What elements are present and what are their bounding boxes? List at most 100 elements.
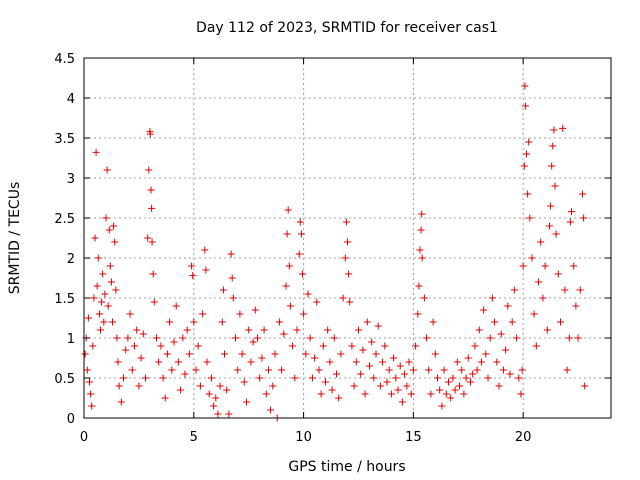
- data-point: [549, 142, 557, 150]
- data-point: [88, 402, 96, 410]
- data-point: [405, 358, 413, 366]
- data-point: [262, 390, 270, 398]
- data-point: [352, 358, 360, 366]
- data-point: [271, 350, 279, 358]
- data-point: [106, 262, 114, 270]
- data-point: [86, 378, 93, 386]
- data-point: [456, 382, 463, 390]
- data-point: [374, 322, 382, 330]
- data-point: [128, 366, 136, 374]
- data-point: [105, 226, 113, 234]
- data-point: [99, 270, 107, 278]
- y-tick-label: 4: [67, 92, 75, 107]
- data-point: [139, 330, 147, 338]
- data-point: [89, 342, 97, 350]
- data-point: [344, 238, 351, 246]
- data-point: [308, 374, 316, 382]
- y-axis-label: SRMTID / TECUs: [7, 182, 23, 295]
- data-point: [120, 374, 127, 382]
- data-point: [300, 310, 308, 318]
- data-point: [460, 390, 468, 398]
- data-point: [319, 342, 327, 350]
- data-point: [521, 102, 529, 110]
- data-point: [285, 262, 293, 270]
- data-point: [306, 334, 314, 342]
- data-point: [131, 342, 138, 350]
- data-point: [525, 138, 533, 146]
- data-point: [520, 162, 528, 170]
- data-point: [311, 354, 319, 362]
- data-points: [81, 82, 589, 422]
- data-point: [515, 374, 523, 382]
- data-point: [363, 318, 371, 326]
- data-point: [304, 290, 312, 298]
- data-point: [328, 386, 336, 394]
- data-point: [330, 334, 338, 342]
- data-point: [214, 410, 222, 418]
- data-point: [580, 214, 588, 222]
- data-point: [528, 254, 536, 262]
- data-point: [345, 270, 353, 278]
- data-point: [103, 166, 111, 174]
- data-point: [192, 366, 200, 374]
- data-point: [135, 382, 143, 390]
- data-point: [333, 370, 340, 378]
- x-tick-label: 15: [405, 430, 422, 445]
- data-point: [177, 386, 185, 394]
- data-point: [228, 274, 236, 282]
- data-point: [227, 250, 235, 258]
- data-point: [81, 350, 89, 358]
- data-point: [112, 286, 120, 294]
- y-tick-label: 0: [67, 412, 75, 427]
- data-point: [445, 378, 452, 386]
- data-point: [473, 366, 481, 374]
- data-point: [436, 386, 444, 394]
- data-point: [570, 262, 578, 270]
- data-point: [146, 130, 154, 138]
- x-tick-label: 0: [80, 430, 88, 445]
- data-point: [488, 294, 496, 302]
- data-point: [339, 294, 347, 302]
- data-point: [189, 272, 197, 280]
- data-point: [510, 286, 518, 294]
- data-point: [190, 318, 198, 326]
- data-point: [335, 394, 343, 402]
- data-point: [137, 354, 145, 362]
- data-point: [302, 350, 310, 358]
- data-point: [429, 318, 437, 326]
- data-point: [398, 398, 406, 406]
- data-point: [218, 318, 226, 326]
- y-tick-label: 2.5: [54, 212, 75, 227]
- data-point: [97, 326, 104, 334]
- x-axis-label: GPS time / hours: [288, 459, 405, 475]
- data-point: [296, 218, 304, 226]
- data-point: [491, 318, 499, 326]
- data-point: [188, 262, 196, 270]
- data-point: [194, 342, 202, 350]
- data-point: [203, 358, 211, 366]
- data-point: [207, 374, 215, 382]
- data-point: [295, 250, 303, 258]
- data-point: [425, 366, 433, 374]
- data-point: [337, 350, 345, 358]
- data-point: [144, 234, 152, 242]
- data-point: [462, 374, 470, 382]
- data-point: [359, 346, 367, 354]
- data-point: [313, 298, 321, 306]
- data-point: [225, 410, 233, 418]
- data-point: [394, 386, 402, 394]
- data-point: [247, 358, 255, 366]
- data-point: [170, 338, 178, 346]
- data-point: [427, 390, 435, 398]
- data-point: [469, 370, 477, 378]
- data-point: [107, 278, 115, 286]
- data-point: [387, 390, 395, 398]
- data-point: [517, 390, 525, 398]
- data-point: [153, 334, 160, 342]
- y-tick-label: 3: [67, 172, 75, 187]
- data-point: [539, 294, 547, 302]
- data-point: [482, 350, 490, 358]
- y-tick-label: 4.5: [54, 52, 75, 67]
- data-point: [202, 266, 210, 274]
